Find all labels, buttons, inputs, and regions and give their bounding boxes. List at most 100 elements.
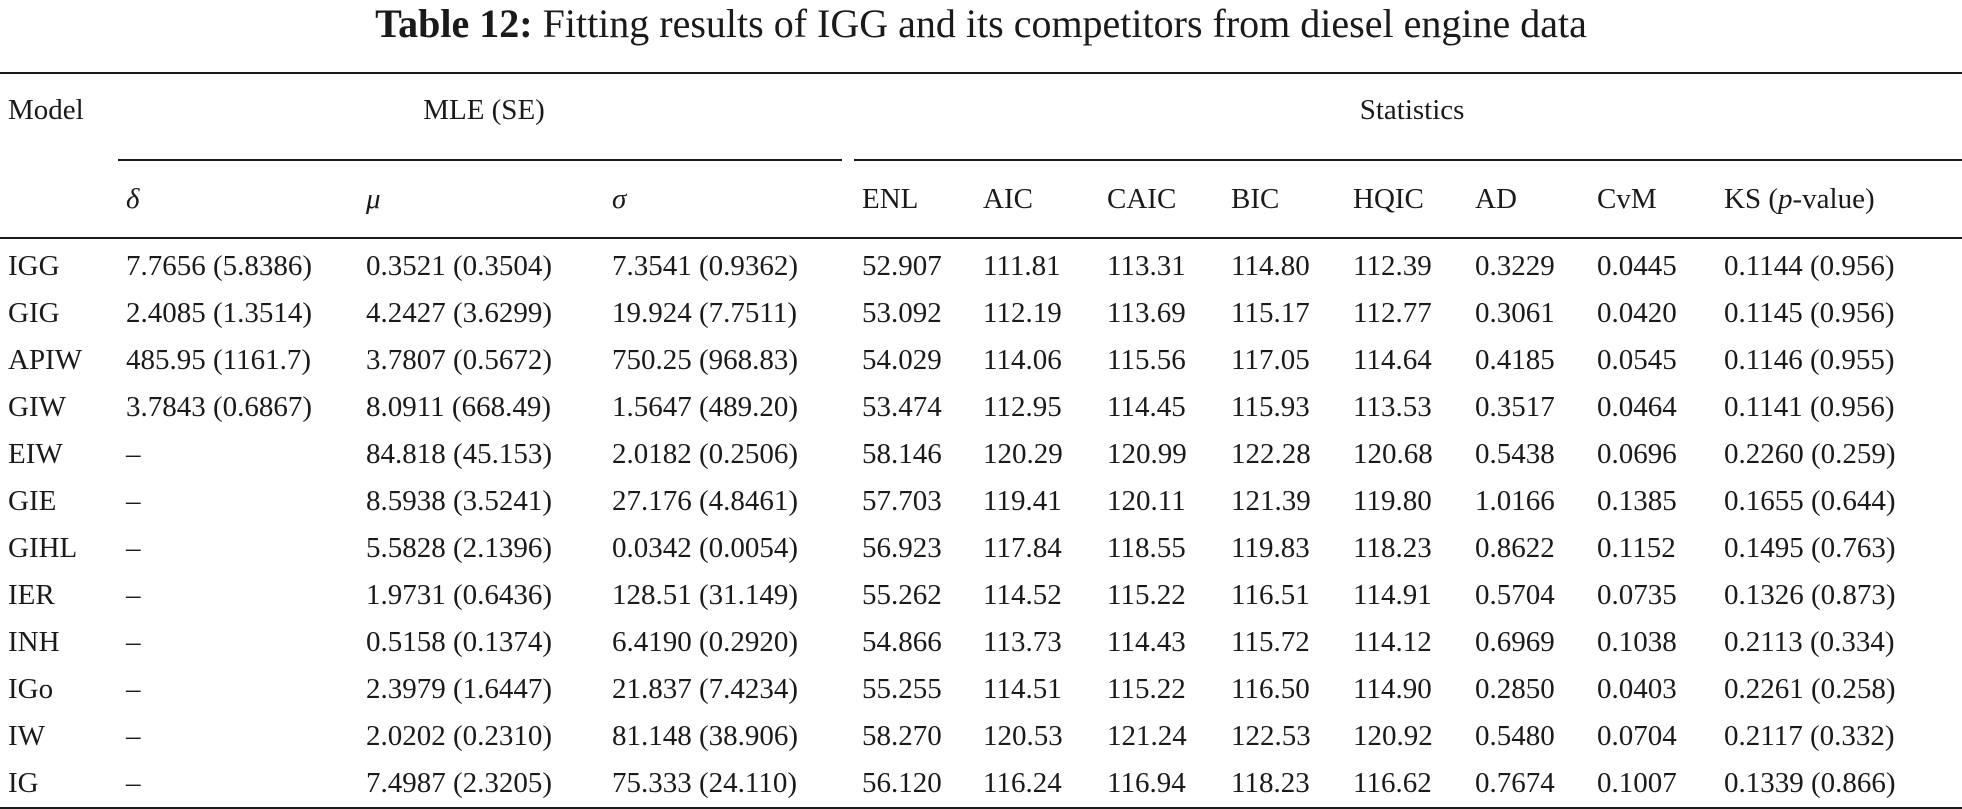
cell-caic: 116.94 (1099, 760, 1224, 809)
cell-delta: – (118, 760, 358, 809)
cell-sigma: 1.5647 (489.20) (612, 391, 799, 423)
cell-aic: 112.19 (983, 297, 1062, 329)
cell-ks: 0.1655 (0.644) (1724, 485, 1896, 517)
cell-model: INH (8, 626, 60, 658)
cell-cvm: 0.0704 (1597, 720, 1677, 752)
cell-ad: 0.5480 (1475, 720, 1555, 752)
cell-cvm: 0.1385 (1597, 485, 1677, 517)
cell-sigma: 6.4190 (0.2920) (612, 626, 799, 658)
cell-bic: 116.51 (1231, 579, 1310, 611)
cell-caic: 113.69 (1107, 297, 1186, 329)
header-hqic: HQIC (1345, 160, 1468, 239)
cell-caic: 115.22 (1107, 673, 1186, 705)
cell-sigma: 75.333 (24.110) (604, 760, 843, 809)
cell-ks: 0.2261 (0.258) (1724, 673, 1896, 705)
table-row: GIG 2.4085 (1.3514) 4.2427 (3.6299) 19.924 … (0, 290, 1962, 337)
cell-cvm: 0.0445 (1597, 250, 1677, 282)
cell-aic: 112.95 (983, 391, 1062, 423)
cell-mu: 3.7807 (0.5672) (366, 344, 553, 376)
cell-sigma: 128.51 (31.149) (612, 579, 799, 611)
table-row: IER – 1.9731 (0.6436) 128.51 (31.149) 55.262… (0, 572, 1962, 619)
cell-ad: 0.3517 (1475, 391, 1555, 423)
cell-hqic: 120.68 (1353, 438, 1433, 470)
header-sigma: σ (604, 160, 843, 239)
cell-mu: 1.9731 (0.6436) (366, 579, 553, 611)
cell-enl: 57.703 (862, 485, 942, 517)
cell-ks: 0.2113 (0.334) (1724, 626, 1895, 658)
cell-enl: 55.255 (862, 673, 942, 705)
cell-aic: 119.41 (983, 485, 1062, 517)
cell-caic: 121.24 (1107, 720, 1187, 752)
cell-enl: 53.092 (862, 297, 942, 329)
cell-sigma: 81.148 (38.906) (612, 720, 799, 752)
cell-delta: 2.4085 (1.3514) (126, 297, 313, 329)
cell-mu: 7.4987 (2.3205) (358, 760, 604, 809)
cell-caic: 114.45 (1107, 391, 1186, 423)
header-delta: δ (118, 160, 358, 239)
cell-delta: – (126, 532, 141, 564)
cell-ad: 0.7674 (1467, 760, 1590, 809)
cell-hqic: 112.39 (1353, 250, 1432, 282)
cell-ad: 0.8622 (1475, 532, 1555, 564)
cell-model: GIG (8, 297, 60, 329)
cell-mu: 4.2427 (3.6299) (366, 297, 553, 329)
cell-model: IGo (8, 673, 54, 705)
cell-ks: 0.1495 (0.763) (1724, 532, 1896, 564)
cell-model: GIE (8, 485, 57, 517)
cell-mu: 0.5158 (0.1374) (366, 626, 553, 658)
cell-aic: 114.52 (983, 579, 1062, 611)
cell-aic: 120.29 (983, 438, 1063, 470)
cell-bic: 116.50 (1231, 673, 1310, 705)
mle-group-rule (118, 147, 843, 161)
cell-caic: 118.55 (1107, 532, 1186, 564)
cell-hqic: 112.77 (1353, 297, 1432, 329)
cell-ad: 0.3229 (1475, 250, 1555, 282)
cell-model: IW (8, 720, 46, 752)
cell-aic: 114.06 (983, 344, 1062, 376)
statistics-group-rule (854, 147, 1962, 161)
cell-model: IER (8, 579, 55, 611)
cell-ad: 0.2850 (1475, 673, 1555, 705)
cell-aic: 116.24 (975, 760, 1100, 809)
cell-ks: 0.2117 (0.332) (1724, 720, 1895, 752)
cell-aic: 120.53 (983, 720, 1063, 752)
cell-cvm: 0.1152 (1597, 532, 1676, 564)
cell-ks: 0.1146 (0.955) (1724, 344, 1895, 376)
cell-ad: 0.3061 (1475, 297, 1555, 329)
cell-mu: 2.3979 (1.6447) (366, 673, 553, 705)
cell-cvm: 0.1007 (1589, 760, 1717, 809)
cell-caic: 114.43 (1107, 626, 1186, 658)
cell-bic: 117.05 (1231, 344, 1310, 376)
cell-ks: 0.1141 (0.956) (1724, 391, 1895, 423)
cell-delta: – (126, 720, 141, 752)
cell-sigma: 21.837 (7.4234) (612, 673, 799, 705)
cell-sigma: 0.0342 (0.0054) (612, 532, 799, 564)
results-table: Model MLE (SE) Statistics δ μ σ ENL AIC … (0, 72, 1962, 809)
cell-enl: 58.270 (862, 720, 942, 752)
cell-sigma: 7.3541 (0.9362) (612, 250, 799, 282)
header-ad: AD (1467, 160, 1590, 239)
cell-delta: 7.7656 (5.8386) (126, 250, 313, 282)
header-aic: AIC (975, 160, 1100, 239)
cell-cvm: 0.0403 (1597, 673, 1677, 705)
cell-bic: 118.23 (1223, 760, 1346, 809)
table-row: EIW – 84.818 (45.153) 2.0182 (0.2506) 58.146… (0, 431, 1962, 478)
table-row: GIE – 8.5938 (3.5241) 27.176 (4.8461) 57.703… (0, 478, 1962, 525)
cell-aic: 117.84 (983, 532, 1062, 564)
cell-mu: 5.5828 (2.1396) (366, 532, 553, 564)
header-enl: ENL (854, 160, 976, 239)
cell-enl: 54.029 (862, 344, 942, 376)
header-statistics-group: Statistics (854, 72, 1962, 147)
cell-sigma: 2.0182 (0.2506) (612, 438, 799, 470)
cell-mu: 8.5938 (3.5241) (366, 485, 553, 517)
cell-delta: – (126, 626, 141, 658)
cell-caic: 115.22 (1107, 579, 1186, 611)
cell-model: EIW (8, 438, 63, 470)
cell-ad: 0.5704 (1475, 579, 1555, 611)
cell-bic: 121.39 (1231, 485, 1311, 517)
cell-ad: 1.0166 (1475, 485, 1555, 517)
cell-mu: 0.3521 (0.3504) (366, 250, 553, 282)
header-model: Model (0, 72, 118, 147)
cell-delta: 3.7843 (0.6867) (126, 391, 313, 423)
cell-bic: 114.80 (1231, 250, 1310, 282)
